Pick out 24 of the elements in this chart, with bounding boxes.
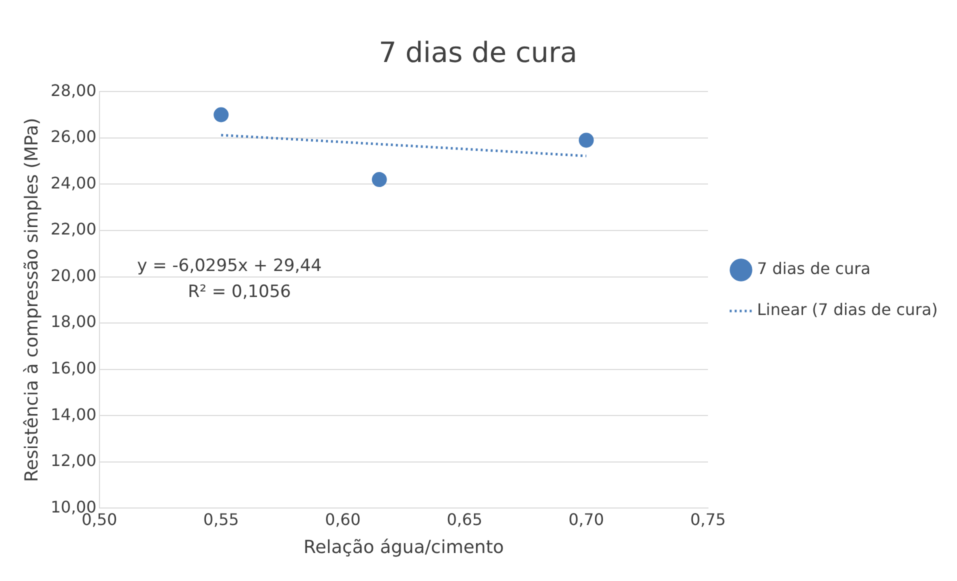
y-tick-label: 26,00 <box>50 127 96 146</box>
x-tick-label: 0,75 <box>690 510 726 529</box>
x-axis-title: Relação água/cimento <box>303 536 504 558</box>
y-axis-title: Resistência à compressão simples (MPa) <box>21 118 42 482</box>
y-tick-label: 14,00 <box>50 404 96 424</box>
y-tick-label: 28,00 <box>50 80 96 100</box>
annotation: R² = 0,1056 <box>188 282 291 302</box>
point <box>372 172 387 188</box>
x-tick-label: 0,70 <box>568 510 604 529</box>
x-tick-label: 0,60 <box>325 510 361 529</box>
legend-label: Linear (7 dias de cura) <box>757 300 938 320</box>
y-tick-label: 22,00 <box>50 220 96 239</box>
y-tick-label: 16,00 <box>50 358 96 378</box>
legend-label: 7 dias de cura <box>757 259 870 278</box>
y-tick-label: 18,00 <box>50 312 96 332</box>
x-tick-label: 0,55 <box>203 510 239 529</box>
point <box>214 107 229 122</box>
y-tick-label: 12,00 <box>50 451 96 470</box>
y-tick-label: 20,00 <box>50 266 96 285</box>
annotation: y = -6,0295x + 29,44 <box>137 256 322 276</box>
y-tick-label: 24,00 <box>50 173 96 192</box>
point <box>578 132 594 148</box>
x-tick-label: 0,65 <box>446 510 482 529</box>
chart-title: 7 dias de cura <box>378 36 578 70</box>
